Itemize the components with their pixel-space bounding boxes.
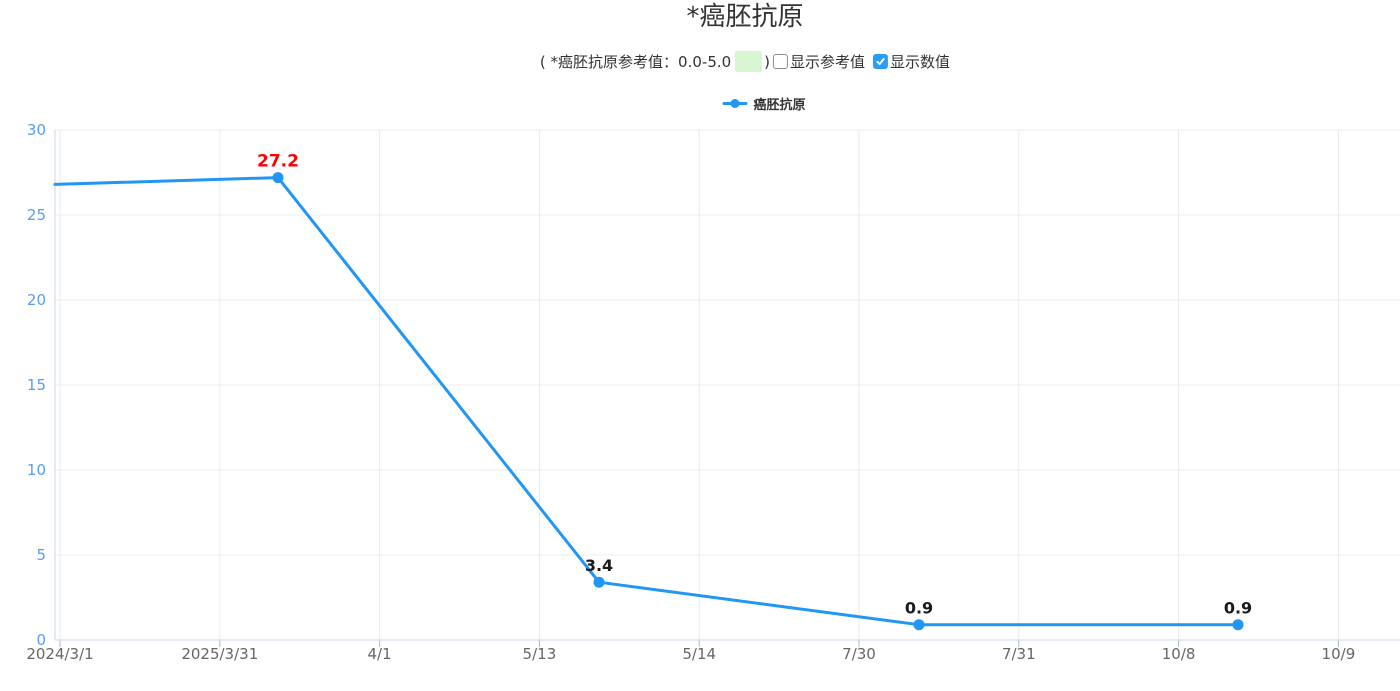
- reference-range-text: ( *癌胚抗原参考值：0.0-5.0: [539, 53, 732, 71]
- x-axis-label: 2025/3/31: [181, 645, 258, 663]
- y-axis-label: 10: [27, 461, 46, 479]
- show-values-label[interactable]: 显示数值: [890, 53, 951, 71]
- data-point-label: 0.9: [905, 599, 933, 618]
- data-point-marker[interactable]: [272, 172, 284, 184]
- chart-title: *癌胚抗原: [686, 2, 804, 32]
- x-axis-label: 2024/3/1: [26, 645, 93, 663]
- checkbox-checked-icon[interactable]: [873, 54, 889, 69]
- y-axis-label: 15: [27, 376, 46, 394]
- y-axis-label: 20: [27, 291, 46, 309]
- data-point-label: 0.9: [1224, 599, 1252, 618]
- x-axis-label: 7/31: [1002, 645, 1036, 663]
- legend-item-cea[interactable]: 癌胚抗原: [722, 94, 806, 113]
- legend-label: 癌胚抗原: [753, 98, 806, 113]
- data-point-marker[interactable]: [593, 576, 605, 588]
- checkbox-unchecked-icon[interactable]: [773, 54, 789, 69]
- show-reference-label[interactable]: 显示参考值: [790, 53, 866, 71]
- x-axis-label: 7/30: [842, 645, 876, 663]
- series-line: [53, 176, 1240, 627]
- data-point-label: 3.4: [585, 556, 613, 575]
- reference-range-swatch: [735, 51, 763, 72]
- x-axis-label: 10/8: [1162, 645, 1196, 663]
- x-axis-label: 10/9: [1322, 645, 1356, 663]
- chart-subtitle: ( *癌胚抗原参考值：0.0-5.0 ) 显示参考值 显示数值: [540, 49, 950, 74]
- y-axis-label: 30: [27, 121, 46, 139]
- data-point-label: 27.2: [257, 152, 299, 172]
- show-reference-checkbox[interactable]: 显示参考值: [773, 51, 865, 72]
- y-axis-label: 0: [36, 631, 46, 649]
- reference-range-close-paren: ): [764, 52, 771, 71]
- legend-line-marker-icon: [722, 98, 748, 109]
- x-axis-label: 4/1: [368, 645, 392, 663]
- y-axis-label: 25: [27, 206, 46, 224]
- y-axis-label: 5: [36, 546, 46, 564]
- x-axis-label: 5/13: [523, 645, 557, 663]
- data-point-marker[interactable]: [913, 619, 925, 631]
- x-axis-label: 5/14: [682, 645, 716, 663]
- show-values-checkbox[interactable]: 显示数值: [873, 51, 950, 72]
- data-point-marker[interactable]: [1232, 619, 1244, 631]
